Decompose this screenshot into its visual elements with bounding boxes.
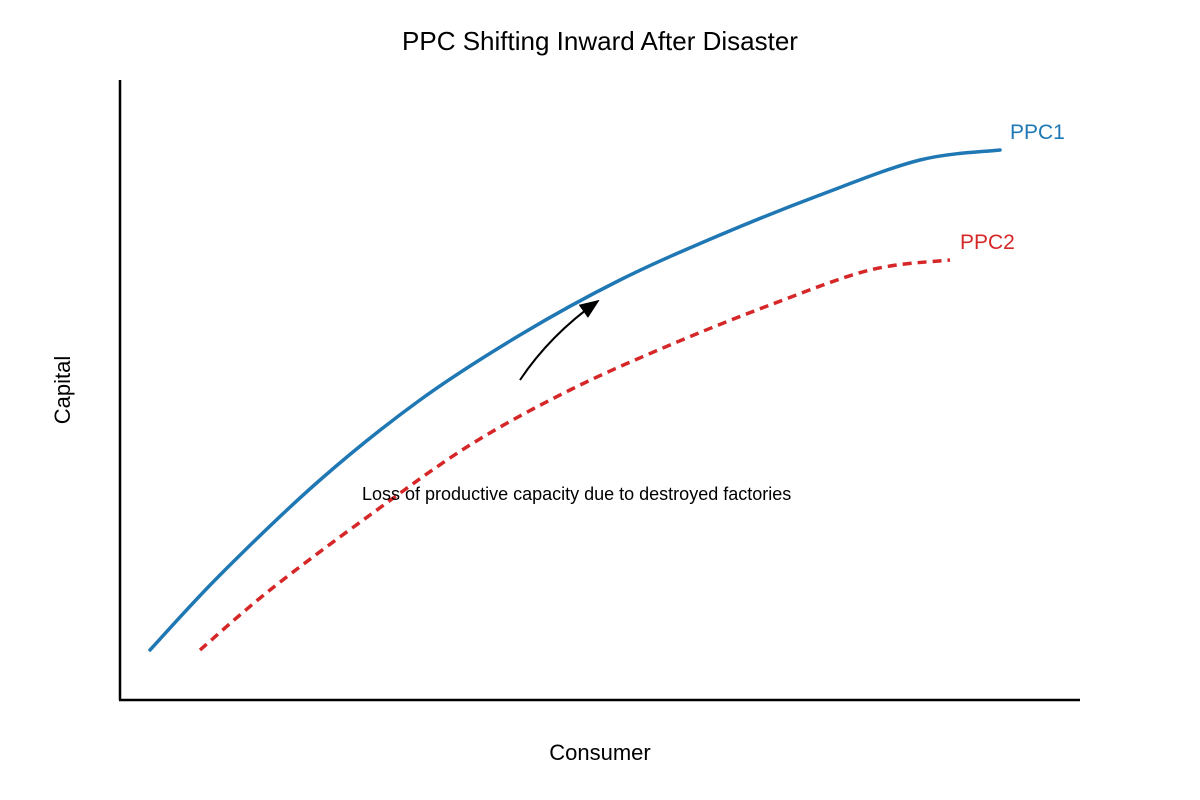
- shift-arrow: [519, 299, 600, 381]
- y-axis-label: Capital: [50, 356, 75, 424]
- x-axis-label: Consumer: [549, 740, 650, 765]
- series-line-ppc1: [148, 148, 1002, 652]
- series-line-ppc2: [198, 258, 951, 652]
- series-label-ppc2: PPC2: [960, 231, 1015, 254]
- chart-title: PPC Shifting Inward After Disaster: [402, 26, 798, 56]
- series-label-ppc1: PPC1: [1010, 121, 1065, 144]
- annotation-text: Loss of productive capacity due to destr…: [362, 484, 791, 504]
